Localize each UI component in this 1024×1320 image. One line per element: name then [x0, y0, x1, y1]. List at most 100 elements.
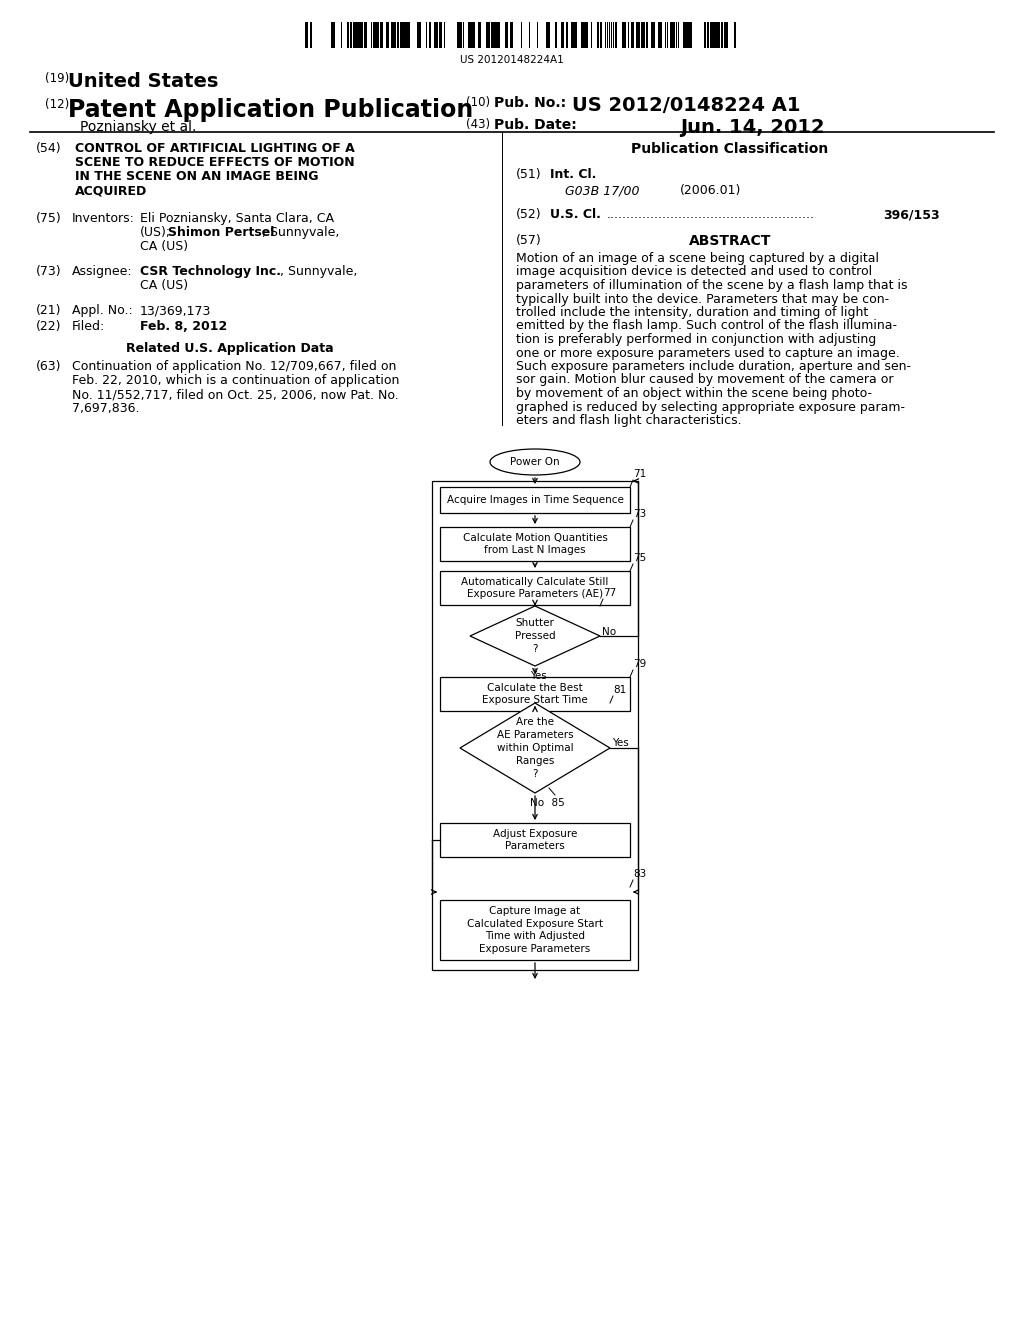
Text: by movement of an object within the scene being photo-: by movement of an object within the scen… — [516, 387, 872, 400]
FancyBboxPatch shape — [439, 22, 442, 48]
FancyBboxPatch shape — [408, 22, 410, 48]
Text: (57): (57) — [516, 234, 542, 247]
FancyBboxPatch shape — [510, 22, 513, 48]
FancyBboxPatch shape — [486, 22, 488, 48]
Text: Jun. 14, 2012: Jun. 14, 2012 — [680, 117, 824, 137]
FancyBboxPatch shape — [440, 677, 630, 711]
Text: (19): (19) — [45, 73, 70, 84]
Text: US 20120148224A1: US 20120148224A1 — [460, 55, 564, 65]
Text: 81: 81 — [613, 685, 627, 696]
Text: ....................................................: ........................................… — [607, 209, 815, 220]
Text: graphed is reduced by selecting appropriate exposure param-: graphed is reduced by selecting appropri… — [516, 400, 905, 413]
FancyBboxPatch shape — [419, 22, 421, 48]
FancyBboxPatch shape — [651, 22, 655, 48]
FancyBboxPatch shape — [440, 900, 630, 960]
Text: SCENE TO REDUCE EFFECTS OF MOTION: SCENE TO REDUCE EFFECTS OF MOTION — [75, 156, 354, 169]
FancyBboxPatch shape — [566, 22, 568, 48]
Text: IN THE SCENE ON AN IMAGE BEING: IN THE SCENE ON AN IMAGE BEING — [75, 170, 318, 183]
Text: No: No — [530, 799, 544, 808]
Text: 75: 75 — [633, 553, 646, 564]
Text: Feb. 22, 2010, which is a continuation of application: Feb. 22, 2010, which is a continuation o… — [72, 374, 399, 387]
FancyBboxPatch shape — [440, 822, 630, 857]
FancyBboxPatch shape — [440, 487, 630, 513]
FancyBboxPatch shape — [721, 22, 723, 48]
Text: Automatically Calculate Still
Exposure Parameters (AE): Automatically Calculate Still Exposure P… — [462, 577, 608, 599]
FancyBboxPatch shape — [400, 22, 403, 48]
Text: image acquisition device is detected and used to control: image acquisition device is detected and… — [516, 265, 872, 279]
Text: trolled include the intensity, duration and timing of light: trolled include the intensity, duration … — [516, 306, 868, 319]
Text: (21): (21) — [36, 304, 61, 317]
Text: Inventors:: Inventors: — [72, 213, 135, 224]
Text: 79: 79 — [633, 659, 646, 669]
FancyBboxPatch shape — [492, 22, 495, 48]
Text: Capture Image at
Calculated Exposure Start
Time with Adjusted
Exposure Parameter: Capture Image at Calculated Exposure Sta… — [467, 906, 603, 954]
FancyBboxPatch shape — [631, 22, 634, 48]
Text: Feb. 8, 2012: Feb. 8, 2012 — [140, 319, 227, 333]
FancyBboxPatch shape — [306, 22, 308, 48]
Text: 73: 73 — [633, 510, 646, 519]
Text: ABSTRACT: ABSTRACT — [689, 234, 771, 248]
Text: Calculate Motion Quantities
from Last N Images: Calculate Motion Quantities from Last N … — [463, 532, 607, 556]
Text: CA (US): CA (US) — [140, 240, 188, 253]
Text: (43): (43) — [466, 117, 490, 131]
Text: Shimon Pertsel: Shimon Pertsel — [168, 226, 274, 239]
Text: Appl. No.:: Appl. No.: — [72, 304, 133, 317]
FancyBboxPatch shape — [470, 22, 475, 48]
Text: (US);: (US); — [140, 226, 171, 239]
FancyBboxPatch shape — [583, 22, 585, 48]
Text: Yes: Yes — [530, 671, 547, 681]
FancyBboxPatch shape — [478, 22, 481, 48]
Text: parameters of illumination of the scene by a flash lamp that is: parameters of illumination of the scene … — [516, 279, 907, 292]
FancyBboxPatch shape — [391, 22, 394, 48]
Text: (51): (51) — [516, 168, 542, 181]
Text: Shutter
Pressed
?: Shutter Pressed ? — [515, 618, 555, 653]
Text: Eli Pozniansky, Santa Clara, CA: Eli Pozniansky, Santa Clara, CA — [140, 213, 334, 224]
FancyBboxPatch shape — [555, 22, 557, 48]
FancyBboxPatch shape — [615, 22, 617, 48]
Text: Pub. No.:: Pub. No.: — [494, 96, 566, 110]
Text: Filed:: Filed: — [72, 319, 105, 333]
Text: Patent Application Publication: Patent Application Publication — [68, 98, 473, 121]
FancyBboxPatch shape — [573, 22, 577, 48]
Text: Calculate the Best
Exposure Start Time: Calculate the Best Exposure Start Time — [482, 682, 588, 705]
Text: (52): (52) — [516, 209, 542, 220]
FancyBboxPatch shape — [458, 22, 460, 48]
FancyBboxPatch shape — [331, 22, 334, 48]
Text: Yes: Yes — [612, 738, 629, 748]
FancyBboxPatch shape — [380, 22, 383, 48]
FancyBboxPatch shape — [364, 22, 366, 48]
FancyBboxPatch shape — [440, 572, 630, 605]
Text: 83: 83 — [633, 869, 646, 879]
Text: No. 11/552,717, filed on Oct. 25, 2006, now Pat. No.: No. 11/552,717, filed on Oct. 25, 2006, … — [72, 388, 398, 401]
FancyBboxPatch shape — [724, 22, 728, 48]
FancyBboxPatch shape — [488, 22, 490, 48]
Text: CA (US): CA (US) — [140, 279, 188, 292]
FancyBboxPatch shape — [495, 22, 497, 48]
Text: eters and flash light characteristics.: eters and flash light characteristics. — [516, 414, 741, 426]
Text: Such exposure parameters include duration, aperture and sen-: Such exposure parameters include duratio… — [516, 360, 911, 374]
Text: U.S. Cl.: U.S. Cl. — [550, 209, 601, 220]
Text: Continuation of application No. 12/709,667, filed on: Continuation of application No. 12/709,6… — [72, 360, 396, 374]
FancyBboxPatch shape — [641, 22, 645, 48]
Text: Acquire Images in Time Sequence: Acquire Images in Time Sequence — [446, 495, 624, 506]
FancyBboxPatch shape — [683, 22, 688, 48]
FancyBboxPatch shape — [358, 22, 362, 48]
Text: CSR Technology Inc.: CSR Technology Inc. — [140, 265, 281, 279]
Text: (63): (63) — [36, 360, 61, 374]
FancyBboxPatch shape — [638, 22, 640, 48]
Text: (75): (75) — [36, 213, 61, 224]
FancyBboxPatch shape — [546, 22, 550, 48]
Text: CONTROL OF ARTIFICIAL LIGHTING OF A: CONTROL OF ARTIFICIAL LIGHTING OF A — [75, 143, 354, 154]
Text: sor gain. Motion blur caused by movement of the camera or: sor gain. Motion blur caused by movement… — [516, 374, 894, 387]
Text: (22): (22) — [36, 319, 61, 333]
Text: G03B 17/00: G03B 17/00 — [565, 183, 640, 197]
Text: Power On: Power On — [510, 457, 560, 467]
Text: Adjust Exposure
Parameters: Adjust Exposure Parameters — [493, 829, 578, 851]
FancyBboxPatch shape — [636, 22, 638, 48]
FancyBboxPatch shape — [506, 22, 508, 48]
Text: 7,697,836.: 7,697,836. — [72, 403, 139, 414]
Text: tion is preferably performed in conjunction with adjusting: tion is preferably performed in conjunct… — [516, 333, 877, 346]
Text: (2006.01): (2006.01) — [680, 183, 741, 197]
FancyBboxPatch shape — [585, 22, 588, 48]
FancyBboxPatch shape — [714, 22, 718, 48]
